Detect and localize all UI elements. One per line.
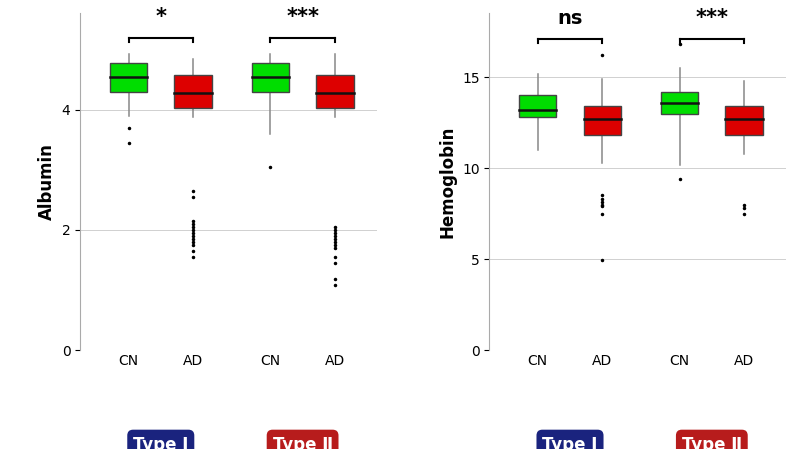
Bar: [174, 75, 212, 109]
Bar: [661, 92, 699, 114]
Text: Type Ⅱ: Type Ⅱ: [273, 436, 333, 449]
Bar: [519, 95, 557, 117]
Text: ***: ***: [695, 8, 728, 28]
Text: ***: ***: [286, 7, 319, 26]
Text: ns: ns: [557, 9, 583, 28]
Bar: [110, 63, 148, 92]
Bar: [316, 75, 354, 109]
Text: Type Ⅰ: Type Ⅰ: [133, 436, 188, 449]
Y-axis label: Albumin: Albumin: [38, 143, 56, 220]
Y-axis label: Hemoglobin: Hemoglobin: [439, 126, 456, 238]
Text: Type Ⅱ: Type Ⅱ: [682, 436, 742, 449]
Bar: [252, 63, 289, 92]
Text: Type Ⅰ: Type Ⅰ: [542, 436, 597, 449]
Bar: [584, 106, 621, 136]
Bar: [725, 106, 763, 136]
Text: *: *: [156, 7, 166, 26]
